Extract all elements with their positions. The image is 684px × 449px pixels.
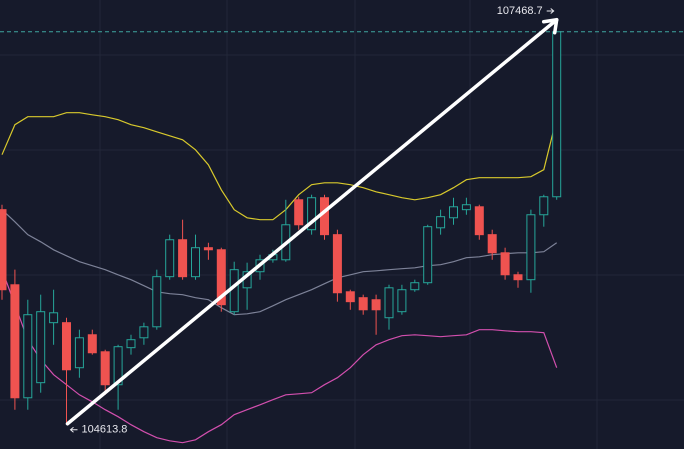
candle-body xyxy=(100,351,110,386)
candle-body xyxy=(0,209,7,291)
band-line xyxy=(1,209,558,316)
candle-body xyxy=(384,287,394,319)
candle-body xyxy=(307,197,317,231)
overlay: 107468.7 104613.8 xyxy=(0,5,684,436)
candle-body xyxy=(113,346,123,386)
candle-body xyxy=(358,297,368,311)
candle-body xyxy=(10,284,20,399)
candle-body xyxy=(229,269,239,313)
candle-body xyxy=(139,326,149,339)
candle-body xyxy=(320,197,329,236)
candle-body xyxy=(49,312,59,324)
candle-body xyxy=(436,216,446,229)
candle-body xyxy=(345,291,355,303)
candle-body xyxy=(449,206,458,219)
high-label: 107468.7 xyxy=(497,5,543,17)
candle-body xyxy=(487,234,497,254)
candle-body xyxy=(87,334,97,354)
candle-body xyxy=(36,311,46,384)
candle-body xyxy=(461,204,471,211)
trend-arrowhead xyxy=(541,18,559,35)
candle-body xyxy=(294,199,304,226)
candle-body xyxy=(152,276,162,328)
candle-body xyxy=(526,214,536,281)
candle-body xyxy=(332,234,342,294)
candle-body xyxy=(23,314,33,399)
candle-body xyxy=(500,252,510,276)
candle-body xyxy=(203,247,213,251)
candle-body xyxy=(371,299,381,311)
candle-body xyxy=(74,337,84,369)
high-label-arrow xyxy=(546,8,555,14)
candle-body xyxy=(539,196,549,216)
candle-body xyxy=(423,226,433,284)
low-label: 104613.8 xyxy=(82,424,128,436)
band-line xyxy=(1,112,558,221)
low-label-arrow xyxy=(69,426,78,433)
candle-body xyxy=(397,289,407,313)
candle-body xyxy=(62,322,71,371)
candle-body xyxy=(410,282,420,291)
candle-body xyxy=(513,274,523,281)
candle-body xyxy=(552,31,562,198)
candle-body xyxy=(216,249,226,306)
candle-body xyxy=(126,339,136,349)
trend-arrow xyxy=(65,18,559,426)
candle-body xyxy=(474,206,484,236)
candle-body xyxy=(178,239,188,278)
candle-body xyxy=(191,247,200,278)
candle-body xyxy=(165,239,175,278)
